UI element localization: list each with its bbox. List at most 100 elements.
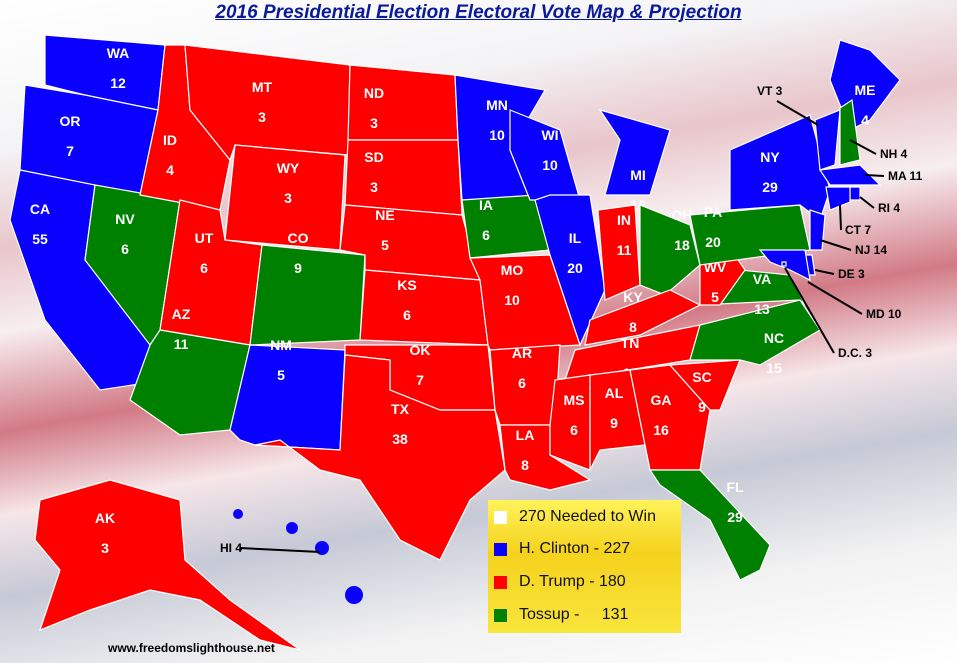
state-ev-ny: 29 <box>762 179 778 195</box>
state-label-ia: IA <box>479 197 493 213</box>
callout-line <box>839 204 842 231</box>
state-ev-co: 9 <box>294 260 302 276</box>
state-label-ut: UT <box>195 230 214 246</box>
callout-label-ma: MA 11 <box>888 169 923 183</box>
state-label-in: IN <box>617 212 631 228</box>
state-nm[interactable] <box>229 344 346 451</box>
state-ev-wv: 5 <box>711 289 719 305</box>
state-al[interactable] <box>589 369 646 471</box>
state-label-il: IL <box>569 230 582 246</box>
state-ma[interactable] <box>818 164 882 186</box>
callout-label-md: MD 10 <box>866 307 902 321</box>
state-ev-tx: 38 <box>392 431 408 447</box>
callout-label-de: DE 3 <box>838 267 865 281</box>
state-label-ok: OK <box>410 342 431 358</box>
state-label-va: VA <box>753 271 771 287</box>
state-ms[interactable] <box>549 374 591 471</box>
state-hi-island[interactable] <box>345 586 363 604</box>
state-label-ne: NE <box>375 207 394 223</box>
state-label-mi: MI <box>630 167 646 183</box>
state-label-nc: NC <box>764 330 784 346</box>
state-ev-wy: 3 <box>284 190 292 206</box>
callout-line <box>807 281 863 315</box>
state-label-id: ID <box>163 132 177 148</box>
state-label-az: AZ <box>172 306 191 322</box>
state-ev-ia: 6 <box>482 227 490 243</box>
state-ev-az: 11 <box>174 336 189 352</box>
callout-label-vt: VT 3 <box>757 84 783 98</box>
callout-line <box>849 139 877 155</box>
state-vt[interactable] <box>814 109 841 171</box>
state-label-tx: TX <box>391 401 410 417</box>
state-label-mo: MO <box>501 262 524 278</box>
state-ev-or: 7 <box>66 143 74 159</box>
state-label-wy: WY <box>277 160 300 176</box>
state-label-mn: MN <box>486 97 508 113</box>
callout-line <box>784 267 835 354</box>
state-ky[interactable] <box>584 289 702 346</box>
state-ev-ks: 6 <box>403 307 411 323</box>
state-label-wa: WA <box>107 45 130 61</box>
state-label-nm: NM <box>270 337 292 353</box>
state-sc[interactable] <box>668 359 741 411</box>
state-label-ca: CA <box>30 201 50 217</box>
state-oh[interactable] <box>639 204 701 296</box>
legend-clinton: H. Clinton - 227 <box>494 540 630 558</box>
state-ri[interactable] <box>849 186 861 201</box>
state-hi-island[interactable] <box>286 522 298 534</box>
state-nj[interactable] <box>809 209 826 251</box>
state-ev-ak: 3 <box>101 540 109 556</box>
state-ev-ok: 7 <box>416 372 424 388</box>
legend-trump: D. Trump - 180 <box>494 573 626 591</box>
legend-needed: 270 Needed to Win <box>494 508 656 526</box>
state-il[interactable] <box>534 194 606 347</box>
state-label-ny: NY <box>760 149 780 165</box>
legend-label: 270 Needed to Win <box>519 508 656 525</box>
state-ks[interactable] <box>359 269 489 346</box>
state-ev-wa: 12 <box>110 75 126 91</box>
state-nh[interactable] <box>839 98 861 166</box>
legend-tossup: Tossup - 131 <box>494 606 628 624</box>
state-fl[interactable] <box>648 469 771 581</box>
legend-swatch <box>494 575 507 589</box>
state-hi-island[interactable] <box>315 541 329 555</box>
state-label-or: OR <box>60 113 81 129</box>
callout-label-ct: CT 7 <box>845 223 871 237</box>
state-label-nd: ND <box>364 85 384 101</box>
state-ev-wi: 10 <box>542 157 558 173</box>
state-label-mt: MT <box>252 79 273 95</box>
callout-label-nj: NJ 14 <box>855 243 887 257</box>
state-ev-ar: 6 <box>518 375 526 391</box>
state-ct[interactable] <box>825 186 851 211</box>
state-mi[interactable] <box>598 108 671 196</box>
callout-line <box>859 196 875 209</box>
state-label-me: ME <box>855 82 876 98</box>
state-ev-va: 13 <box>754 301 770 317</box>
state-ev-oh: 18 <box>674 237 690 253</box>
state-ev-fl: 29 <box>727 509 743 525</box>
state-label-nv: NV <box>115 211 135 227</box>
state-label-ks: KS <box>397 277 416 293</box>
state-label-pa: PA <box>704 204 722 220</box>
state-ev-la: 8 <box>521 457 529 473</box>
state-dc[interactable] <box>781 261 787 267</box>
state-ny[interactable] <box>729 114 831 221</box>
callout-line <box>814 269 835 275</box>
state-ev-id: 4 <box>166 162 174 178</box>
callout-label-hi: HI 4 <box>220 541 242 555</box>
legend-swatch <box>494 542 507 556</box>
state-ev-in: 11 <box>617 242 632 258</box>
state-nd[interactable] <box>347 64 459 141</box>
state-co[interactable] <box>249 244 366 346</box>
state-ev-al: 9 <box>610 415 618 431</box>
state-sd[interactable] <box>344 139 463 216</box>
state-label-sc: SC <box>692 369 711 385</box>
state-tx[interactable] <box>254 354 506 561</box>
state-ev-mt: 3 <box>258 109 266 125</box>
legend-swatch <box>494 608 507 622</box>
state-ev-mn: 10 <box>489 127 505 143</box>
state-hi-island[interactable] <box>233 509 243 519</box>
state-ak[interactable] <box>34 479 301 651</box>
state-label-ms: MS <box>564 392 585 408</box>
